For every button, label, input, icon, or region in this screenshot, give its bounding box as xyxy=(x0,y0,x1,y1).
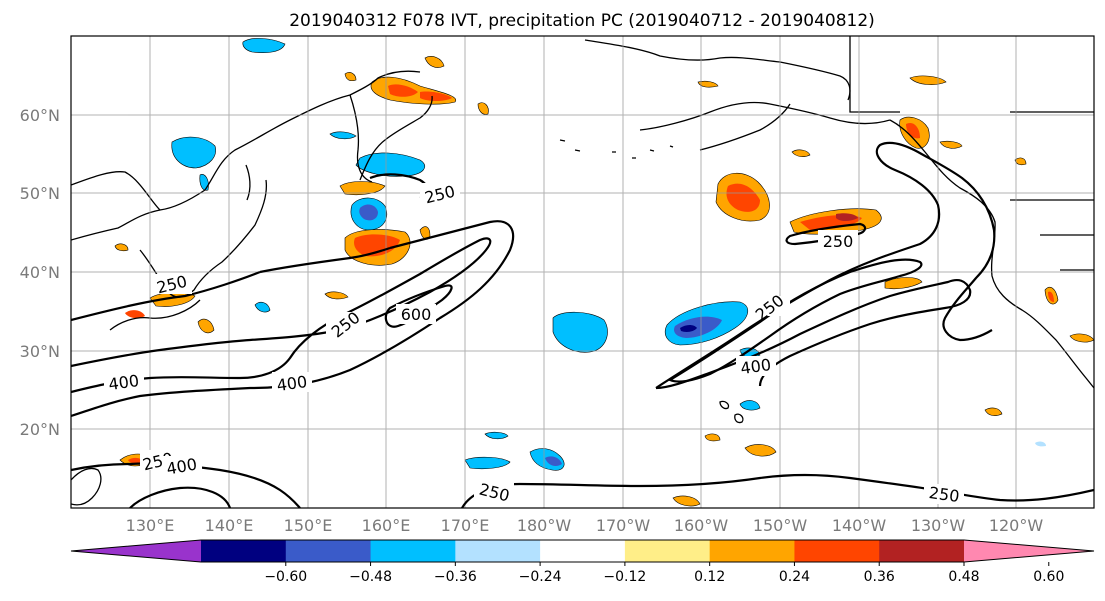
colorbar-tick-label: −0.12 xyxy=(603,569,646,585)
lat-tick-label: 40°N xyxy=(20,263,60,282)
colorbar-tick-label: 0.36 xyxy=(864,569,895,585)
colorbar-segment xyxy=(285,540,372,562)
colorbar-segment xyxy=(201,540,287,562)
colorbar-outline xyxy=(70,539,1095,563)
colorbar-segment xyxy=(540,540,626,562)
lon-tick-label: 170°E xyxy=(441,516,490,535)
lon-tick-label: 130°W xyxy=(911,516,966,535)
figure-title: 2019040312 F078 IVT, precipitation PC (2… xyxy=(289,11,875,31)
neg-anomaly-central xyxy=(552,311,608,353)
colorbar-extend-high xyxy=(964,540,1094,562)
contour-label: 400 xyxy=(107,371,140,394)
lon-tick-label: 140°W xyxy=(832,516,887,535)
lon-tick-label: 160°E xyxy=(362,516,411,535)
ivt-250-south xyxy=(71,462,301,508)
colorbar-segment xyxy=(794,540,880,562)
colorbar-segments xyxy=(70,539,1095,563)
map-panel: 250 250 250 250 250 250 250 250 600 40 xyxy=(70,35,1095,509)
contour-label: 400 xyxy=(275,372,308,395)
gridlines xyxy=(71,36,1094,508)
colorbar-extend-low xyxy=(71,540,201,562)
colorbar-segment xyxy=(455,540,541,562)
colorbar-ticks: −0.60 −0.48 −0.36 −0.24 −0.12 0.12 0.24 0.36 0.4… xyxy=(264,562,1064,585)
lon-tick-label: 160°W xyxy=(674,516,729,535)
colorbar-tick-label: −0.24 xyxy=(519,569,562,585)
colorbar-segment xyxy=(879,540,965,562)
coastlines xyxy=(71,36,1094,506)
lat-tick-label: 60°N xyxy=(20,106,60,125)
colorbar-tick-label: −0.60 xyxy=(264,569,307,585)
lon-tick-label: 150°W xyxy=(753,516,808,535)
colorbar: −0.60 −0.48 −0.36 −0.24 −0.12 0.12 0.24 0.36 0.4… xyxy=(70,539,1095,585)
neg-anomaly-kamchatka xyxy=(355,152,425,177)
lon-tick-label: 140°E xyxy=(205,516,254,535)
colorbar-tick-label: 0.12 xyxy=(694,569,725,585)
colorbar-tick-label: 0.24 xyxy=(779,569,810,585)
precip-shading xyxy=(114,38,1094,507)
ivt-250-west xyxy=(71,220,515,418)
lon-tick-label: 130°E xyxy=(126,516,175,535)
ivt-400-south xyxy=(129,486,232,508)
lon-axis: 130°E 140°E 150°E 160°E 170°E 180°W 170°… xyxy=(126,516,1044,535)
neg-anomaly-west xyxy=(171,136,216,169)
colorbar-tick-label: 0.60 xyxy=(1033,569,1064,585)
lat-tick-label: 30°N xyxy=(20,342,60,361)
colorbar-segment xyxy=(709,540,795,562)
colorbar-segment xyxy=(370,540,456,562)
colorbar-tick-label: 0.48 xyxy=(948,569,979,585)
contour-label: 250 xyxy=(928,483,961,506)
lon-tick-label: 150°E xyxy=(284,516,333,535)
map-frame xyxy=(70,35,1095,509)
ivt-400-west xyxy=(71,237,492,394)
contour-label: 400 xyxy=(739,355,772,378)
colorbar-segment xyxy=(624,540,711,562)
lat-tick-label: 50°N xyxy=(20,184,60,203)
ivt-600-west xyxy=(384,284,453,328)
lon-tick-label: 120°W xyxy=(989,516,1044,535)
colorbar-tick-label: −0.48 xyxy=(349,569,392,585)
lon-tick-label: 180°W xyxy=(517,516,572,535)
lat-axis: 60°N 50°N 40°N 30°N 20°N xyxy=(20,106,60,439)
lat-tick-label: 20°N xyxy=(20,420,60,439)
contour-label: 250 xyxy=(823,232,854,251)
contour-label: 600 xyxy=(401,305,432,324)
lon-tick-label: 170°W xyxy=(596,516,651,535)
colorbar-tick-label: −0.36 xyxy=(434,569,477,585)
